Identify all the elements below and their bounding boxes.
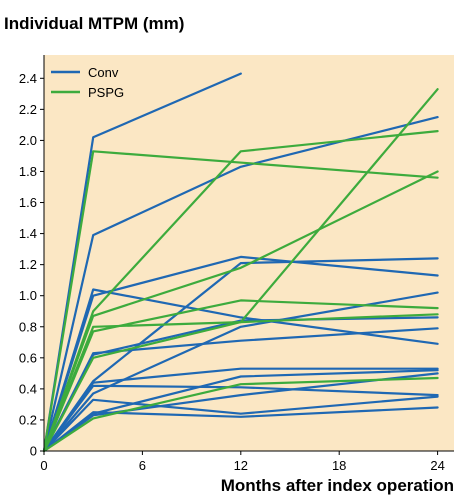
axes-layer: 0 0.2 0.4 0.6 0.8 1.0 1.2 1.4 1.6 1.8 2.0 2.2 2.4 0 6 1… [19, 55, 454, 473]
legend-label-conv: Conv [88, 65, 119, 80]
legend-label-pspg: PSPG [88, 85, 124, 100]
x-axis-label: Months after index operation [220, 476, 454, 495]
series-layer [42, 72, 439, 453]
x-tick-label: 12 [234, 458, 248, 473]
y-tick-label: 2.0 [19, 133, 37, 148]
y-tick-label: 0.4 [19, 381, 37, 396]
chart-title: Individual MTPM (mm) [4, 14, 185, 33]
y-tick-label: 0.2 [19, 412, 37, 427]
x-tick-label: 0 [40, 458, 47, 473]
y-tick-label: 1.0 [19, 288, 37, 303]
y-tick-label: 0.6 [19, 350, 37, 365]
series-conv-line-10 [42, 395, 439, 453]
y-tick-label: 2.4 [19, 71, 37, 86]
y-tick-label: 1.6 [19, 195, 37, 210]
series-conv-line-13 [42, 372, 439, 453]
series-conv-line-8 [42, 384, 439, 453]
x-tick-label: 6 [139, 458, 146, 473]
series-conv-line-9 [42, 291, 439, 453]
series-pspg-line-5 [42, 299, 439, 453]
legend: Conv PSPG [51, 65, 124, 100]
y-tick-label: 1.8 [19, 164, 37, 179]
series-pspg-line-7 [42, 376, 439, 453]
y-tick-label: 1.2 [19, 257, 37, 272]
series-pspg-line-4 [42, 170, 439, 453]
y-tick-label: 0 [30, 444, 37, 459]
series-pspg-line-6 [42, 313, 439, 453]
series-pspg-line-1 [42, 150, 439, 453]
y-tick-label: 1.4 [19, 226, 37, 241]
y-tick-label: 2.2 [19, 102, 37, 117]
x-tick-label: 18 [332, 458, 346, 473]
plot-background [44, 55, 454, 451]
y-tick-label: 0.8 [19, 319, 37, 334]
x-tick-label: 24 [430, 458, 444, 473]
series-conv-line-4 [42, 255, 439, 453]
